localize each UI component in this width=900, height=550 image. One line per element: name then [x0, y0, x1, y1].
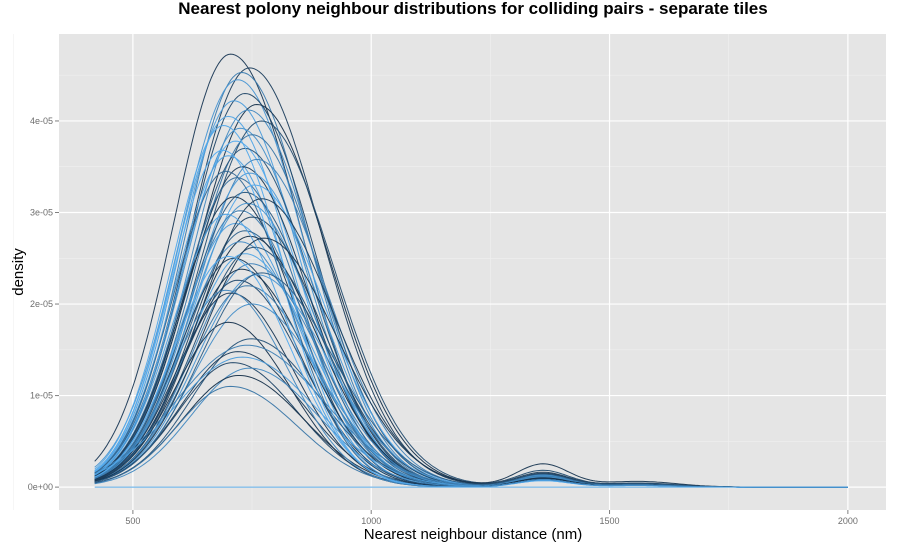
y-tick-label: 3e-05 — [30, 208, 53, 218]
y-tick-label: 4e-05 — [30, 116, 53, 126]
x-tick-label: 1000 — [361, 516, 381, 526]
x-axis-ticks: 500 1000 1500 2000 — [125, 510, 858, 526]
x-tick-label: 500 — [125, 516, 140, 526]
y-tick-label: 1e-05 — [30, 391, 53, 401]
y-tick-label: 2e-05 — [30, 299, 53, 309]
series-curves — [94, 53, 848, 488]
x-tick-label: 2000 — [838, 516, 858, 526]
x-axis-title: Nearest neighbour distance (nm) — [364, 526, 582, 543]
x-tick-label: 1500 — [600, 516, 620, 526]
y-axis-ticks: 0e+00 1e-05 2e-05 3e-05 4e-05 — [28, 116, 59, 492]
plot-panel — [59, 34, 886, 510]
y-axis-title: density — [10, 248, 27, 296]
y-tick-label: 0e+00 — [28, 482, 53, 492]
chart-title: Nearest polony neighbour distributions f… — [178, 0, 767, 18]
